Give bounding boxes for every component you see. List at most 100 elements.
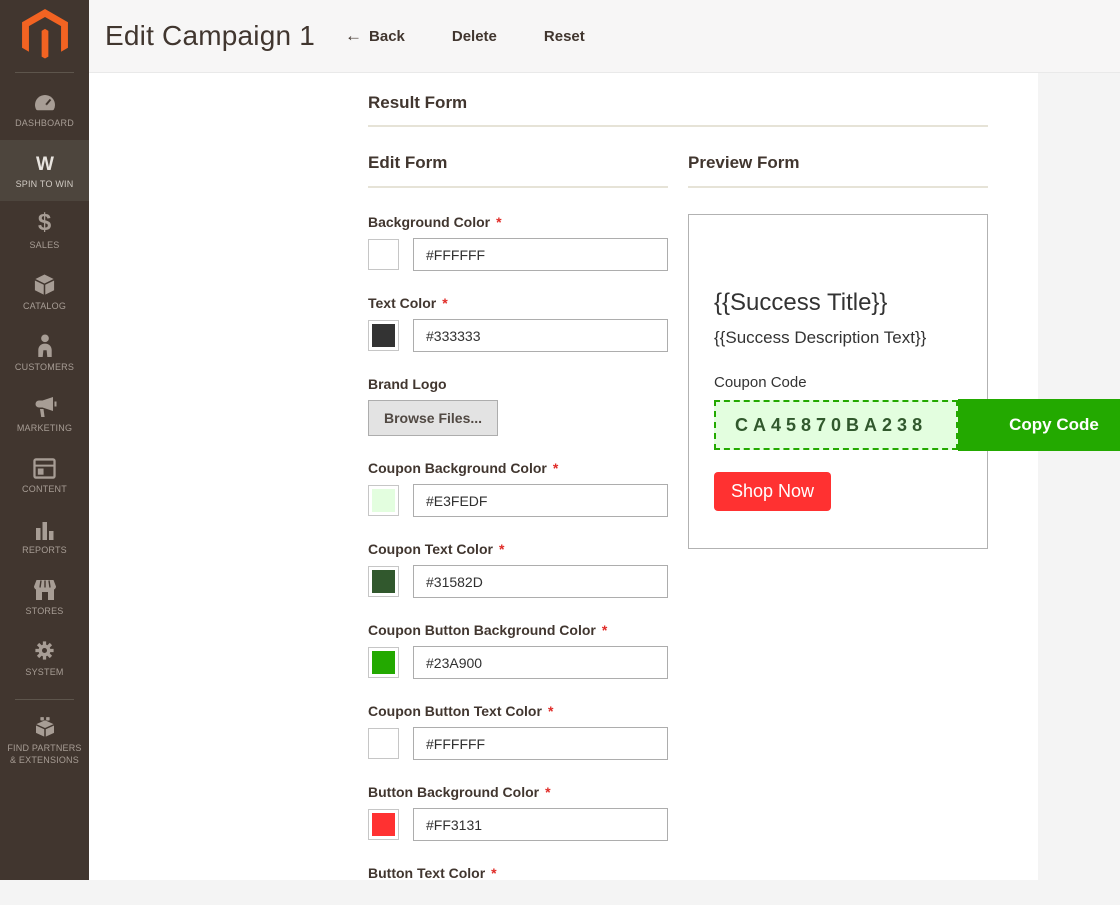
sidebar-divider — [15, 699, 74, 700]
delete-button-label: Delete — [451, 27, 497, 45]
sidebar-item-find-partners[interactable]: FIND PARTNERS & EXTENSIONS — [0, 706, 89, 774]
coupon-button-text-color-input[interactable] — [413, 727, 668, 760]
stores-icon — [33, 577, 57, 601]
color-swatch[interactable] — [368, 566, 399, 597]
required-marker: * — [547, 703, 554, 719]
main-content: Result Form Edit Form Background Color * — [89, 73, 1120, 881]
sidebar-item-sales[interactable]: $ SALES — [0, 201, 89, 262]
required-marker: * — [545, 784, 551, 800]
preview-coupon-box: CA45870BA238 — [714, 400, 958, 450]
color-swatch[interactable] — [368, 320, 399, 351]
dashboard-icon — [33, 89, 57, 113]
edit-form-column: Edit Form Background Color* Text — [368, 153, 668, 905]
back-button-label: Back — [369, 27, 405, 45]
coupon-background-color-input[interactable] — [413, 484, 668, 517]
sidebar-item-dashboard[interactable]: DASHBOARD — [0, 79, 89, 140]
preview-form-column: Preview Form {{Success Title}} {{Success… — [688, 153, 1120, 905]
background-color-input[interactable] — [413, 238, 668, 271]
field-label: Coupon Button Background Color — [368, 622, 596, 638]
copy-code-button[interactable]: Copy Code — [958, 399, 1120, 451]
coupon-button-background-color-input[interactable] — [413, 646, 668, 679]
coupon-text-color-input[interactable] — [413, 565, 668, 598]
field-coupon-background-color: Coupon Background Color * — [368, 460, 668, 517]
page-header: Edit Campaign 1 ← Back Delete Reset — [89, 0, 1120, 73]
field-label: Background Color — [368, 214, 491, 230]
field-button-text-color: Button Text Color * — [368, 865, 668, 881]
color-swatch[interactable] — [368, 809, 399, 840]
sidebar-divider — [15, 72, 74, 73]
sidebar-item-customers[interactable]: CUSTOMERS — [0, 323, 89, 384]
sidebar-item-stores[interactable]: STORES — [0, 567, 89, 628]
sidebar-item-label: SPIN TO WIN — [15, 179, 74, 190]
customers-icon — [35, 333, 55, 358]
browse-files-button[interactable]: Browse Files... — [368, 400, 499, 436]
back-arrow-icon: ← — [345, 26, 363, 45]
sidebar-item-label: REPORTS — [22, 545, 67, 556]
sidebar-item-marketing[interactable]: MARKETING — [0, 384, 89, 445]
sidebar-item-spin-to-win[interactable]: W SPIN TO WIN — [0, 140, 89, 201]
field-coupon-button-background-color: Coupon Button Background Color * — [368, 622, 668, 679]
field-coupon-button-text-color: Coupon Button Text Color * — [368, 703, 668, 760]
shop-now-button[interactable]: Shop Now — [714, 472, 832, 511]
field-background-color: Background Color * — [368, 214, 668, 271]
preview-panel: {{Success Title}} {{Success Description … — [688, 214, 1120, 549]
result-form-rule — [368, 125, 988, 127]
edit-form-title: Edit Form — [368, 153, 668, 188]
reset-button[interactable]: Reset — [544, 28, 585, 45]
sidebar-item-catalog[interactable]: CATALOG — [0, 262, 89, 323]
sidebar-item-label: CATALOG — [22, 301, 67, 312]
preview-coupon-label: Coupon Code — [714, 374, 807, 391]
sidebar-item-content[interactable]: CONTENT — [0, 445, 89, 506]
magento-logo[interactable] — [0, 0, 89, 70]
result-form-title: Result Form — [368, 93, 468, 112]
sidebar-item-label: CUSTOMERS — [14, 362, 75, 373]
result-form-section: Result Form Edit Form Background Color * — [368, 93, 1120, 905]
sidebar-item-label: STORES — [25, 606, 64, 617]
field-brand-logo: Brand Logo Browse Files... — [368, 376, 668, 436]
color-swatch[interactable] — [368, 485, 399, 516]
color-swatch[interactable] — [368, 647, 399, 678]
field-coupon-text-color: Coupon Text Color * — [368, 541, 668, 598]
field-label: Button Background Color — [368, 784, 540, 800]
delete-button[interactable]: Delete — [452, 28, 497, 45]
marketing-icon — [33, 394, 57, 418]
find-partners-icon — [33, 714, 57, 738]
admin-sidebar: DASHBOARD W SPIN TO WIN $ SALES CATALOG … — [0, 0, 89, 880]
preview-success-description: {{Success Description Text}} — [714, 328, 927, 347]
sidebar-item-reports[interactable]: REPORTS — [0, 506, 89, 567]
preview-success-title: {{Success Title}} — [714, 289, 888, 316]
field-text-color: Text Color * — [368, 295, 668, 352]
field-button-background-color: Button Background Color * — [368, 784, 668, 841]
system-icon — [33, 638, 56, 662]
sidebar-item-label: MARKETING — [16, 423, 73, 434]
page-title: Edit Campaign 1 — [105, 20, 316, 51]
field-label: Coupon Button Text Color — [368, 703, 542, 719]
magento-logo-icon — [21, 9, 68, 59]
color-swatch[interactable] — [368, 728, 399, 759]
button-background-color-input[interactable] — [413, 808, 668, 841]
required-marker: * — [491, 865, 497, 881]
required-marker: * — [442, 295, 448, 311]
preview-coupon-row: CA45870BA238 Copy Code — [714, 399, 1120, 451]
sidebar-item-label: SYSTEM — [25, 667, 64, 678]
preview-form-title: Preview Form — [688, 153, 988, 188]
field-label: Coupon Text Color — [368, 541, 493, 557]
field-label: Button Text Color — [368, 865, 486, 881]
back-button[interactable]: ← Back — [345, 26, 405, 46]
content-icon — [33, 455, 56, 479]
catalog-icon — [33, 272, 56, 296]
spin-to-win-icon: W — [36, 154, 54, 176]
text-color-input[interactable] — [413, 319, 668, 352]
preview-coupon-code: CA45870BA238 — [735, 414, 928, 435]
field-label: Brand Logo — [368, 376, 447, 392]
sidebar-item-label: DASHBOARD — [15, 118, 74, 129]
sidebar-item-system[interactable]: SYSTEM — [0, 628, 89, 689]
sales-icon: $ — [37, 209, 52, 237]
reports-icon — [34, 516, 56, 541]
required-marker: * — [498, 541, 505, 557]
required-marker: * — [601, 622, 608, 638]
field-label: Text Color — [368, 295, 437, 311]
sidebar-item-label: FIND PARTNERS & EXTENSIONS — [7, 742, 82, 765]
color-swatch[interactable] — [368, 239, 399, 270]
required-marker: * — [496, 214, 502, 230]
